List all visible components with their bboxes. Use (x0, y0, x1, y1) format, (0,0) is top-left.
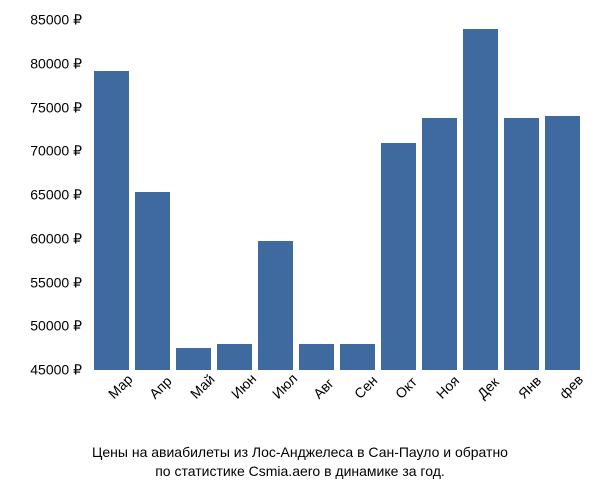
x-tick-label: Окт (391, 374, 419, 402)
bar (258, 241, 293, 370)
x-tick-label: Май (186, 371, 217, 402)
bar (94, 71, 129, 370)
x-tick-label: Янв (514, 373, 543, 402)
caption-line-1: Цены на авиабилеты из Лос-Анджелеса в Са… (0, 443, 600, 463)
y-tick-label: 65000 ₽ (30, 187, 82, 204)
x-tick-label: Июн (227, 370, 258, 401)
bar (463, 29, 498, 370)
bar (299, 344, 334, 370)
x-tick-label: фев (555, 371, 585, 401)
bar (176, 348, 211, 370)
y-axis: 45000 ₽50000 ₽55000 ₽60000 ₽65000 ₽70000… (0, 20, 90, 370)
y-tick-label: 70000 ₽ (30, 143, 82, 160)
x-tick-label: Мар (104, 371, 135, 402)
y-tick-label: 45000 ₽ (30, 362, 82, 379)
y-tick-label: 60000 ₽ (30, 230, 82, 247)
y-tick-label: 75000 ₽ (30, 99, 82, 116)
bars-group (90, 20, 580, 370)
x-axis: МарАпрМайИюнИюлАвгСенОктНояДекЯнвфев (90, 372, 580, 432)
bar (422, 118, 457, 370)
x-tick-label: Дек (473, 374, 501, 402)
x-tick-label: Сен (350, 372, 379, 401)
plot-area (90, 20, 580, 370)
x-tick-label: Ноя (432, 372, 461, 401)
bar (381, 143, 416, 371)
bar (545, 116, 580, 370)
bar (504, 118, 539, 370)
x-tick-label: Апр (145, 373, 174, 402)
chart-caption: Цены на авиабилеты из Лос-Анджелеса в Са… (0, 443, 600, 482)
x-tick-label: Авг (309, 375, 336, 402)
x-tick-label: Июл (268, 370, 299, 401)
bar (135, 192, 170, 370)
y-tick-label: 50000 ₽ (30, 318, 82, 335)
y-tick-label: 80000 ₽ (30, 55, 82, 72)
y-tick-label: 85000 ₽ (30, 12, 82, 29)
price-chart: 45000 ₽ 50000 ₽ 55000 ₽ 60000 ₽ 65000 ₽ 70000… (0, 0, 600, 500)
caption-line-2: по статистике Csmia.aero в динамике за г… (0, 462, 600, 482)
bar (217, 344, 252, 370)
bar (340, 344, 375, 370)
y-tick-label: 55000 ₽ (30, 274, 82, 291)
